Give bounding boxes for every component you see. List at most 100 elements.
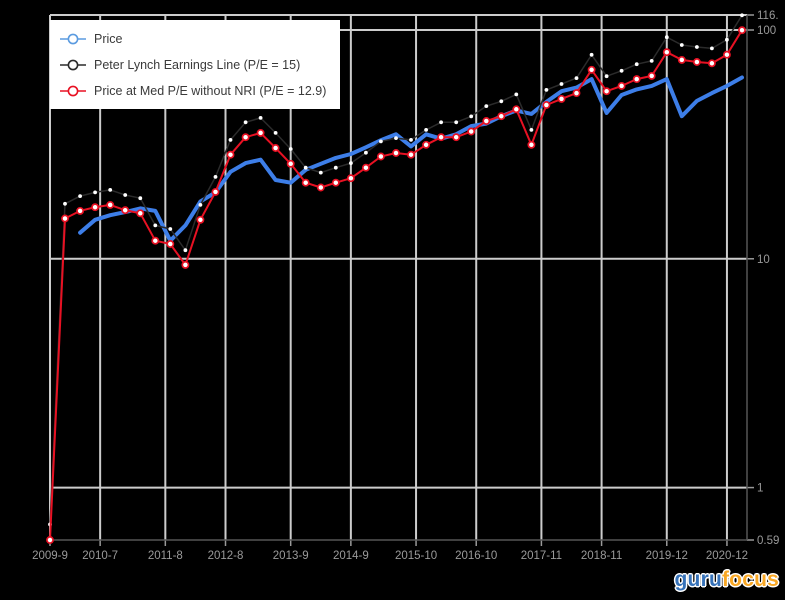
y-axis-label: 0.59 xyxy=(757,535,779,547)
peter-lynch-dot xyxy=(710,46,714,51)
peter-lynch-dot xyxy=(589,52,594,57)
x-axis-label: 2014-9 xyxy=(333,550,369,562)
x-axis-label: 2011-8 xyxy=(148,550,183,562)
peter-lynch-dot xyxy=(469,114,474,119)
med-pe-marker xyxy=(707,59,716,68)
x-axis-label: 2019-12 xyxy=(646,550,688,562)
peter-lynch-dot xyxy=(634,62,639,67)
y-axis-label: 100 xyxy=(757,25,776,37)
med-pe-marker xyxy=(647,71,656,80)
peter-lynch-dot xyxy=(604,74,609,79)
med-pe-marker xyxy=(497,112,506,121)
legend-item-peter-lynch[interactable]: Peter Lynch Earnings Line (P/E = 15) xyxy=(60,53,326,76)
peter-lynch-dot xyxy=(695,45,699,49)
peter-lynch-dot xyxy=(168,227,173,231)
med-pe-marker xyxy=(106,200,115,209)
med-pe-marker xyxy=(181,260,190,269)
med-pe-marker xyxy=(196,215,205,224)
med-pe-marker xyxy=(572,89,581,98)
peter-lynch-dot xyxy=(198,203,203,207)
peter-lynch-dot xyxy=(514,92,519,97)
med-pe-marker xyxy=(46,536,54,544)
med-pe-marker xyxy=(662,48,671,57)
peter-lynch-dot xyxy=(454,120,459,125)
peter-lynch-dot xyxy=(394,136,398,141)
med-pe-marker xyxy=(361,163,370,172)
x-axis-label: 2017-11 xyxy=(521,550,562,562)
med-pe-marker xyxy=(722,50,731,59)
peter-lynch-dot xyxy=(574,76,579,80)
peter-lynch-dot xyxy=(288,147,293,151)
peter-lynch-dot xyxy=(529,127,534,132)
med-pe-marker xyxy=(632,75,641,84)
peter-lynch-dot xyxy=(318,170,323,175)
x-axis-label: 2010-7 xyxy=(82,550,118,562)
med-pe-marker xyxy=(121,206,130,215)
peter-lynch-dot xyxy=(333,165,338,170)
peter-lynch-dot xyxy=(424,127,428,132)
peter-lynch-dot xyxy=(78,194,82,199)
med-pe-marker xyxy=(677,55,686,64)
logo-guru-text: guru xyxy=(674,568,722,591)
med-pe-marker xyxy=(557,94,566,103)
peter-lynch-dot xyxy=(213,175,218,179)
x-axis-label: 2018-11 xyxy=(581,550,622,562)
peter-lynch-dot xyxy=(619,68,624,73)
peter-lynch-dot xyxy=(664,35,669,40)
gurufocus-logo: gurufocus xyxy=(675,568,779,592)
peter-lynch-dot xyxy=(258,116,263,120)
peter-lynch-dot xyxy=(559,82,564,86)
peter-lynch-dot xyxy=(228,138,233,142)
peter-lynch-dot xyxy=(183,248,188,253)
y-axis-label: 1 xyxy=(757,483,763,495)
peter-lynch-dot xyxy=(679,43,684,47)
legend-label-peter-lynch: Peter Lynch Earnings Line (P/E = 15) xyxy=(94,57,301,72)
legend-marker-price xyxy=(60,33,86,44)
peter-lynch-dot xyxy=(499,99,504,104)
med-pe-marker xyxy=(527,140,536,149)
price-line xyxy=(78,75,744,243)
med-pe-marker xyxy=(61,214,69,223)
med-pe-marker xyxy=(617,81,626,90)
x-axis-label: 2012-8 xyxy=(208,550,244,562)
med-pe-marker xyxy=(407,150,415,159)
med-pe-marker xyxy=(692,58,701,66)
med-pe-marker xyxy=(376,152,385,161)
legend-label-price: Price xyxy=(94,31,123,46)
x-axis-label: 2009-9 xyxy=(32,550,68,562)
med-pe-marker xyxy=(241,133,250,142)
peter-lynch-dot xyxy=(108,188,113,192)
med-pe-marker xyxy=(602,87,611,96)
legend-item-price[interactable]: Price xyxy=(60,27,326,50)
med-pe-marker xyxy=(256,128,265,137)
med-pe-marker xyxy=(467,127,476,136)
med-pe-marker xyxy=(76,206,85,215)
legend-label-med-pe: Price at Med P/E without NRI (P/E = 12.9… xyxy=(94,83,327,98)
peter-lynch-dot xyxy=(725,37,729,42)
peter-lynch-dot xyxy=(138,196,143,201)
peter-lynch-dot xyxy=(484,104,489,108)
peter-lynch-dot xyxy=(243,120,248,125)
logo-focus-text: focus xyxy=(721,568,779,591)
peter-lynch-dot xyxy=(740,13,744,18)
med-pe-marker xyxy=(271,144,280,152)
peter-lynch-dot xyxy=(273,131,278,135)
med-pe-marker xyxy=(738,26,746,35)
peter-lynch-dot xyxy=(409,138,413,142)
x-axis-label: 2015-10 xyxy=(395,550,437,562)
peter-lynch-dot xyxy=(153,223,158,228)
peter-lynch-dot xyxy=(93,190,97,195)
peter-lynch-dot xyxy=(123,193,128,197)
med-pe-marker xyxy=(166,240,175,248)
y-axis-label: 10 xyxy=(757,254,770,266)
legend-marker-peter-lynch xyxy=(60,59,86,70)
y-axis-label: 116. xyxy=(757,10,779,22)
med-pe-marker xyxy=(91,203,100,212)
med-pe-marker xyxy=(316,183,325,192)
chart-legend: Price Peter Lynch Earnings Line (P/E = 1… xyxy=(50,20,341,109)
legend-item-med-pe[interactable]: Price at Med P/E without NRI (P/E = 12.9… xyxy=(60,79,326,102)
peter-lynch-dot xyxy=(364,150,368,155)
peter-lynch-dot xyxy=(544,88,549,92)
med-pe-marker xyxy=(151,236,160,245)
